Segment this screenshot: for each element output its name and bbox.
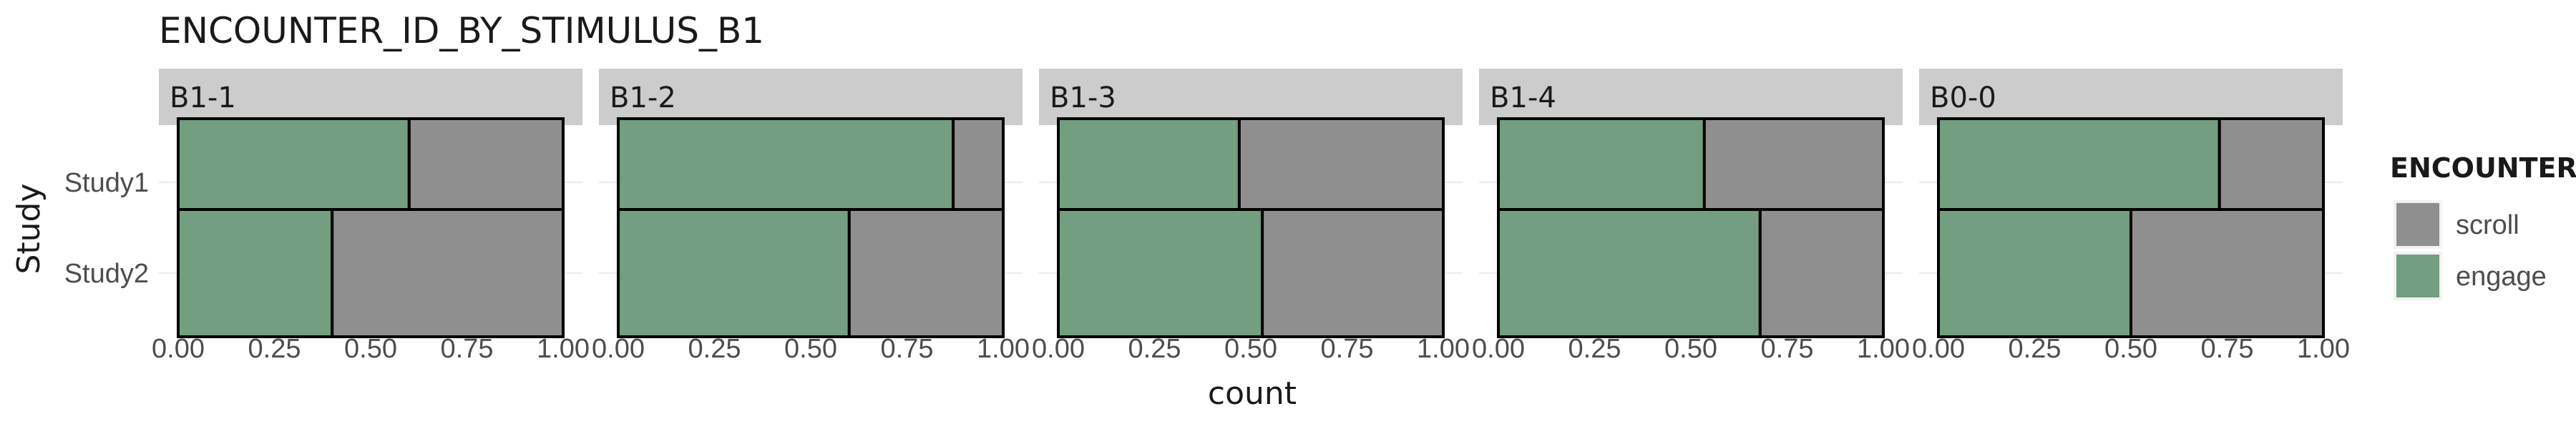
bar-scroll-study2 xyxy=(2129,208,2325,338)
bar-engage-study2 xyxy=(1057,208,1264,338)
facet-strip-label: B1-4 xyxy=(1490,82,1556,114)
facet-strip-label: B1-3 xyxy=(1050,82,1116,114)
bar-scroll-study2 xyxy=(1261,208,1445,338)
bar-scroll-study2 xyxy=(1758,208,1885,338)
x-tick-label: 0.00 xyxy=(152,334,205,364)
x-tick-label: 0.25 xyxy=(248,334,301,364)
bar-scroll-study2 xyxy=(331,208,565,338)
x-tick-label: 1.00 xyxy=(537,334,590,364)
x-tick-label: 0.50 xyxy=(344,334,397,364)
y-axis-title: Study xyxy=(11,183,47,274)
legend-key-scroll xyxy=(2396,203,2439,246)
facet-panel-b1-2: B1-2 0.00 0.25 0.50 0.75 1.00 xyxy=(592,69,1030,364)
x-tick-label: 0.75 xyxy=(441,334,494,364)
x-tick-label: 0.00 xyxy=(1032,334,1085,364)
x-tick-label: 0.25 xyxy=(1568,334,1621,364)
facet-strip-label: B1-1 xyxy=(170,82,236,114)
x-tick-label: 0.50 xyxy=(2104,334,2157,364)
facet-panel-b1-1: B1-1 0.00 0.25 0.50 0.75 1.00 xyxy=(152,69,590,364)
x-tick-label: 0.75 xyxy=(1761,334,1814,364)
facet-panel-b1-4: B1-4 0.00 0.25 0.50 0.75 1.00 xyxy=(1472,69,1910,364)
bar-engage-study2 xyxy=(1497,208,1762,338)
x-tick-label: 1.00 xyxy=(1417,334,1470,364)
x-tick-label: 1.00 xyxy=(977,334,1030,364)
x-tick-label: 0.50 xyxy=(1664,334,1717,364)
bar-engage-study2 xyxy=(1937,208,2132,338)
x-tick-label: 0.25 xyxy=(688,334,741,364)
x-tick-label: 1.00 xyxy=(1857,334,1910,364)
y-tick-label-study2: Study2 xyxy=(64,259,149,289)
x-axis-title: count xyxy=(1208,375,1297,412)
chart-title: ENCOUNTER_ID_BY_STIMULUS_B1 xyxy=(159,10,764,51)
x-tick-label: 0.75 xyxy=(881,334,934,364)
facet-strip-label: B1-2 xyxy=(610,82,676,114)
facet-strip xyxy=(599,69,1023,125)
bar-engage-study2 xyxy=(177,208,334,338)
x-tick-label: 0.00 xyxy=(592,334,645,364)
x-tick-label: 0.75 xyxy=(2201,334,2254,364)
x-tick-label: 0.50 xyxy=(784,334,837,364)
x-tick-label: 0.75 xyxy=(1321,334,1374,364)
facet-strip xyxy=(1039,69,1463,125)
x-tick-label: 0.00 xyxy=(1912,334,1965,364)
y-tick-label-study1: Study1 xyxy=(64,168,149,198)
x-tick-label: 0.00 xyxy=(1472,334,1525,364)
x-tick-label: 0.25 xyxy=(2009,334,2062,364)
x-tick-label: 0.50 xyxy=(1224,334,1277,364)
legend: ENCOUNTER scroll engage xyxy=(2390,152,2576,300)
bar-scroll-study2 xyxy=(847,208,1005,338)
bar-engage-study2 xyxy=(617,208,851,338)
legend-label-scroll: scroll xyxy=(2456,210,2519,240)
x-tick-label: 1.00 xyxy=(2297,334,2350,364)
facet-strip xyxy=(1919,69,2343,125)
facet-strip xyxy=(159,69,582,125)
facet-strip-label: B0-0 xyxy=(1930,82,1996,114)
legend-title: ENCOUNTER xyxy=(2390,152,2576,184)
legend-label-engage: engage xyxy=(2456,262,2547,292)
facet-panel-b1-3: B1-3 0.00 0.25 0.50 0.75 1.00 xyxy=(1032,69,1470,364)
x-tick-label: 0.25 xyxy=(1128,334,1181,364)
legend-key-engage xyxy=(2396,255,2439,297)
facet-panel-b0-0: B0-0 0.00 0.25 0.50 0.75 1.00 xyxy=(1912,69,2350,364)
facet-strip xyxy=(1479,69,1903,125)
